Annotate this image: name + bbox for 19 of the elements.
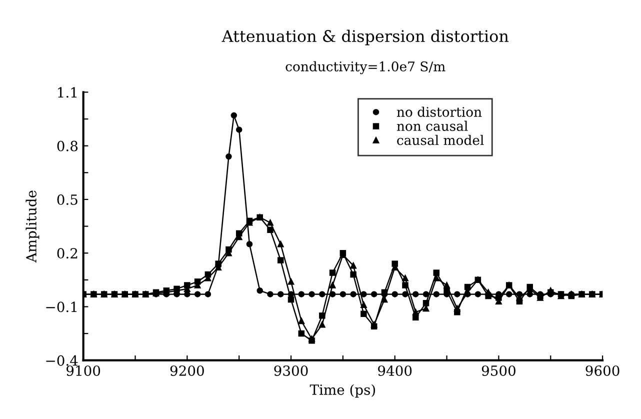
legend-label: non causal [396, 120, 468, 131]
chart-title: Attenuation & dispersion distortion [222, 30, 509, 46]
x-tick-label: 9200 [170, 365, 204, 376]
x-axis-title: Time (ps) [310, 384, 376, 398]
chart-subtitle: conductivity=1.0e7 S/m [286, 61, 446, 74]
x-tick-label: 9300 [274, 365, 308, 376]
legend-label: causal model [397, 134, 484, 146]
x-tick-label: 9600 [586, 365, 620, 376]
y-tick-label: −0.1 [46, 302, 76, 312]
y-tick-label: 0.5 [57, 194, 78, 205]
x-tick-label: 9400 [378, 365, 412, 376]
y-tick-label: 0.2 [57, 248, 78, 259]
y-tick-label: −0.4 [46, 355, 78, 366]
y-axis-title: Amplitude [26, 190, 40, 263]
x-tick-label: 9100 [66, 365, 100, 376]
y-tick-label: 0.8 [57, 140, 78, 152]
x-tick-label: 9500 [482, 365, 516, 376]
y-tick-label: 1.1 [58, 87, 76, 98]
legend-label: no distortion [396, 106, 482, 117]
